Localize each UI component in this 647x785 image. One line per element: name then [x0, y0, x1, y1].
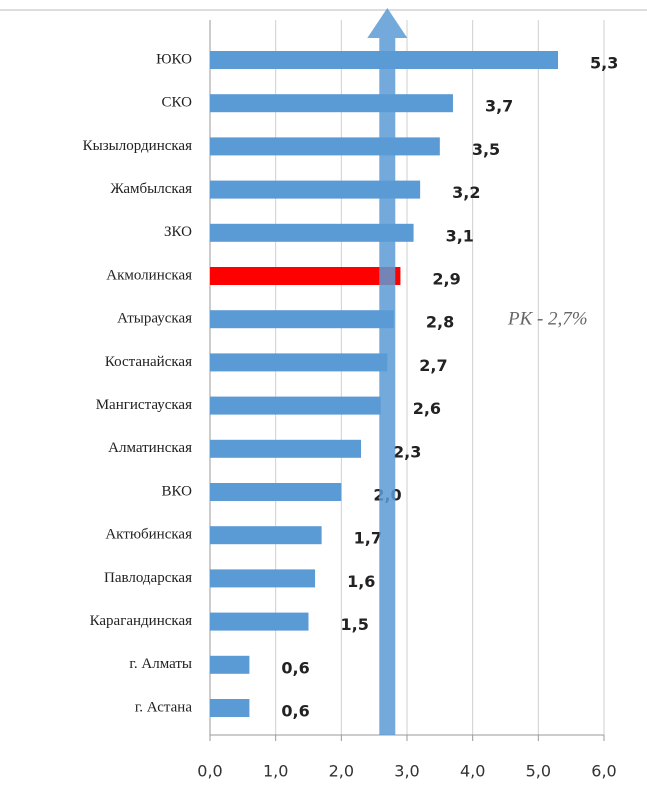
x-tick-label: 1,0: [263, 762, 288, 781]
category-label: г. Астана: [135, 699, 193, 715]
x-tick-label: 5,0: [526, 762, 551, 781]
value-label: 3,2: [452, 183, 480, 202]
value-label: 3,5: [472, 140, 500, 159]
category-label: Атырауская: [117, 311, 192, 327]
category-label: ЗКО: [164, 224, 192, 240]
value-label: 2,8: [426, 313, 454, 332]
bar: [210, 439, 362, 458]
value-label: 2,7: [419, 356, 447, 375]
value-label: 5,3: [590, 54, 618, 73]
bar: [210, 94, 453, 113]
bar: [210, 612, 309, 631]
bar: [210, 223, 414, 242]
annotation: РК - 2,7%: [507, 308, 588, 329]
value-label: 2,3: [393, 442, 421, 461]
value-label: 1,7: [354, 529, 382, 548]
value-label: 1,6: [347, 572, 375, 591]
value-label: 0,6: [281, 702, 309, 721]
value-label: 2,6: [413, 399, 441, 418]
category-label: Павлодарская: [104, 570, 192, 586]
x-tick-label: 2,0: [329, 762, 354, 781]
category-label: ЮКО: [156, 51, 192, 67]
value-label: 1,5: [341, 615, 369, 634]
category-label: Алматинская: [108, 440, 192, 456]
bar: [210, 137, 440, 156]
category-label: Акмолинская: [106, 267, 192, 283]
bar: [210, 483, 342, 501]
value-label: 2,9: [432, 270, 460, 289]
bar: [210, 569, 316, 588]
value-label: 3,1: [446, 226, 474, 245]
category-label: Карагандинская: [90, 613, 193, 629]
bar: [210, 526, 322, 545]
bar: [210, 353, 388, 372]
bar: [210, 267, 401, 285]
reference-arrow: [367, 8, 408, 735]
value-label: 0,6: [281, 658, 309, 677]
category-label: Костанайская: [105, 354, 192, 370]
category-label: ВКО: [162, 483, 193, 499]
category-label: Кызылординская: [83, 138, 192, 154]
category-label: СКО: [162, 95, 193, 111]
x-tick-label: 6,0: [591, 762, 616, 781]
bar: [210, 655, 250, 674]
value-label: 3,7: [485, 97, 513, 116]
bar: [210, 180, 421, 199]
x-tick-label: 0,0: [197, 762, 222, 781]
bar: [210, 396, 381, 415]
x-tick-label: 3,0: [394, 762, 419, 781]
bar: [210, 310, 394, 329]
category-label: Жамбылская: [110, 181, 192, 197]
category-label: Мангистауская: [96, 397, 192, 413]
category-label: Актюбинская: [105, 527, 192, 543]
category-label: г. Алматы: [129, 656, 192, 672]
bar: [210, 699, 250, 717]
x-tick-label: 4,0: [460, 762, 485, 781]
